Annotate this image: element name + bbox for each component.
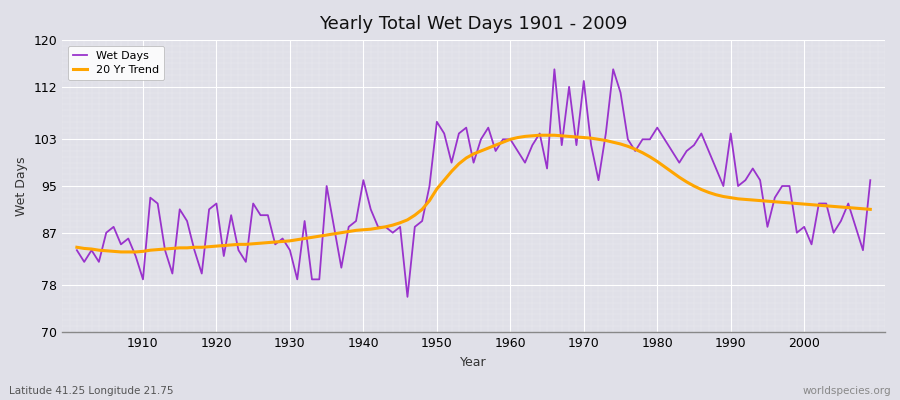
20 Yr Trend [299, 236, 310, 241]
Wet Days [71, 248, 82, 252]
20 Yr Trend [71, 245, 82, 250]
Wet Days [402, 294, 413, 299]
20 Yr Trend [865, 207, 876, 212]
X-axis label: Year: Year [460, 356, 487, 369]
Title: Yearly Total Wet Days 1901 - 2009: Yearly Total Wet Days 1901 - 2009 [320, 15, 628, 33]
Legend: Wet Days, 20 Yr Trend: Wet Days, 20 Yr Trend [68, 46, 164, 80]
Wet Days [608, 67, 618, 72]
Wet Days [865, 178, 876, 182]
Text: worldspecies.org: worldspecies.org [803, 386, 891, 396]
20 Yr Trend [512, 135, 523, 140]
Wet Days [130, 254, 141, 258]
Text: Latitude 41.25 Longitude 21.75: Latitude 41.25 Longitude 21.75 [9, 386, 174, 396]
20 Yr Trend [505, 137, 516, 142]
Line: Wet Days: Wet Days [76, 69, 870, 297]
Wet Days [336, 265, 346, 270]
20 Yr Trend [608, 140, 618, 145]
20 Yr Trend [138, 249, 148, 254]
Wet Days [505, 137, 516, 142]
Wet Days [549, 67, 560, 72]
Line: 20 Yr Trend: 20 Yr Trend [76, 135, 870, 252]
20 Yr Trend [343, 229, 354, 234]
20 Yr Trend [535, 133, 545, 138]
Wet Days [292, 277, 302, 282]
Wet Days [512, 148, 523, 153]
20 Yr Trend [115, 250, 126, 254]
Y-axis label: Wet Days: Wet Days [15, 156, 28, 216]
